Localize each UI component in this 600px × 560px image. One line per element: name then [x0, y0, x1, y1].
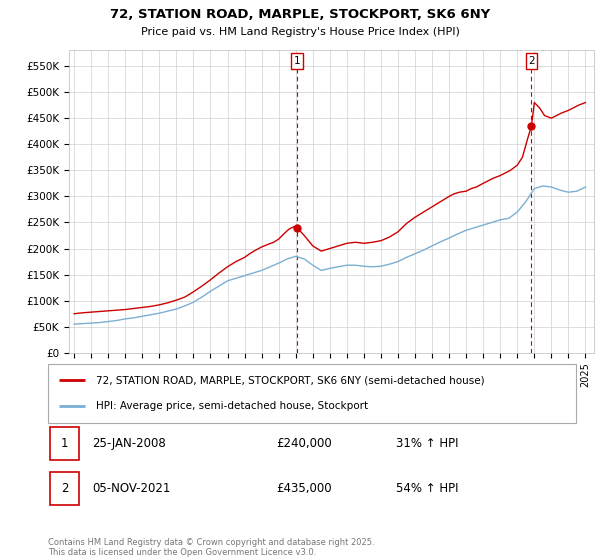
Text: £435,000: £435,000 — [276, 482, 332, 495]
Text: 2: 2 — [528, 56, 535, 66]
Text: Contains HM Land Registry data © Crown copyright and database right 2025.
This d: Contains HM Land Registry data © Crown c… — [48, 538, 374, 557]
Text: 1: 1 — [294, 56, 301, 66]
Text: HPI: Average price, semi-detached house, Stockport: HPI: Average price, semi-detached house,… — [95, 402, 368, 412]
Text: 54% ↑ HPI: 54% ↑ HPI — [396, 482, 458, 495]
Text: Price paid vs. HM Land Registry's House Price Index (HPI): Price paid vs. HM Land Registry's House … — [140, 27, 460, 37]
FancyBboxPatch shape — [48, 364, 576, 423]
FancyBboxPatch shape — [50, 427, 79, 460]
Text: £240,000: £240,000 — [276, 437, 332, 450]
Text: 1: 1 — [61, 437, 68, 450]
Text: 72, STATION ROAD, MARPLE, STOCKPORT, SK6 6NY: 72, STATION ROAD, MARPLE, STOCKPORT, SK6… — [110, 8, 490, 21]
Text: 25-JAN-2008: 25-JAN-2008 — [92, 437, 166, 450]
Text: 31% ↑ HPI: 31% ↑ HPI — [396, 437, 458, 450]
Text: 2: 2 — [61, 482, 68, 495]
Text: 05-NOV-2021: 05-NOV-2021 — [92, 482, 170, 495]
Text: 72, STATION ROAD, MARPLE, STOCKPORT, SK6 6NY (semi-detached house): 72, STATION ROAD, MARPLE, STOCKPORT, SK6… — [95, 375, 484, 385]
FancyBboxPatch shape — [50, 472, 79, 505]
